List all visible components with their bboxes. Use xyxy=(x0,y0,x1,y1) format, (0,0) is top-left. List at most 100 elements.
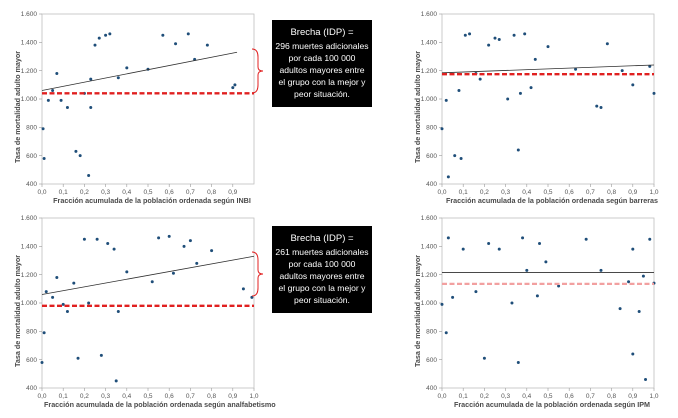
data-point xyxy=(46,98,50,102)
data-point xyxy=(641,274,645,278)
data-point xyxy=(461,247,465,251)
data-point xyxy=(205,43,209,47)
data-point xyxy=(114,379,118,383)
x-axis-title: Fracción acumulada de la población orden… xyxy=(445,196,659,205)
y-tick-label: 600 xyxy=(26,153,37,160)
data-point xyxy=(478,77,482,81)
plot-area xyxy=(441,13,655,185)
y-tick-label: 1.600 xyxy=(21,215,38,222)
data-point xyxy=(451,295,455,299)
data-point xyxy=(512,33,516,37)
y-tick-label: 800 xyxy=(426,125,437,132)
x-tick-label: 0,0 xyxy=(437,189,446,196)
x-tick-label: 1,0 xyxy=(649,393,658,400)
data-point xyxy=(106,242,110,245)
data-point xyxy=(474,290,478,294)
data-point xyxy=(125,270,129,274)
data-point xyxy=(631,352,635,356)
x-tick-label: 0,5 xyxy=(143,393,152,400)
x-tick-label: 0,3 xyxy=(101,393,110,400)
data-point xyxy=(618,307,622,311)
gap-bracket-bottom xyxy=(251,251,264,297)
data-point xyxy=(533,57,537,61)
y-tick-label: 800 xyxy=(426,329,437,336)
data-point xyxy=(487,43,491,47)
data-point xyxy=(546,45,550,49)
x-tick-label: 0,5 xyxy=(543,189,552,196)
data-point xyxy=(125,66,129,70)
data-point xyxy=(444,331,448,335)
data-point xyxy=(595,104,599,108)
data-point xyxy=(241,287,245,291)
x-tick-label: 0,7 xyxy=(586,189,595,196)
scatter-plot-inbi: 400 600 800 1.000 1.200 1.400 1.600 0,0 0,1 0,2 0,… xyxy=(21,11,255,196)
data-point xyxy=(648,237,652,241)
data-point xyxy=(482,356,486,360)
y-tick-label: 400 xyxy=(426,385,437,392)
data-point xyxy=(97,36,101,40)
data-point xyxy=(446,175,450,179)
data-point xyxy=(188,239,192,243)
data-point xyxy=(574,67,578,71)
x-tick-label: 0,1 xyxy=(59,393,68,400)
y-tick-label: 400 xyxy=(426,181,437,188)
callout-body: 261 muertes adicionales por cada 100 000… xyxy=(275,247,369,305)
x-tick-label: 0,6 xyxy=(165,393,174,400)
x-tick-label: 0,8 xyxy=(207,189,216,196)
data-point xyxy=(516,148,520,152)
data-point xyxy=(61,302,65,306)
x-tick-label: 1,0 xyxy=(249,393,258,400)
callout-title: Brecha (IDP) = xyxy=(290,233,354,244)
gap-bracket-top xyxy=(251,48,264,94)
data-point xyxy=(82,237,86,241)
data-point xyxy=(605,42,609,46)
x-tick-label: 0,9 xyxy=(228,393,237,400)
y-tick-label: 800 xyxy=(26,329,37,336)
data-point xyxy=(195,261,199,265)
x-tick-label: 0,2 xyxy=(480,189,489,196)
data-point xyxy=(518,91,522,95)
y-tick-label: 1.200 xyxy=(21,272,38,279)
data-point xyxy=(171,271,175,275)
data-point xyxy=(65,310,69,313)
data-point xyxy=(637,310,641,313)
trend-line xyxy=(41,51,238,91)
data-point xyxy=(167,234,171,238)
plot-area xyxy=(441,217,655,389)
x-tick-label: 0,2 xyxy=(480,393,489,400)
data-point xyxy=(174,42,178,46)
data-point xyxy=(51,89,55,92)
x-tick-label: 0,0 xyxy=(437,393,446,400)
data-point xyxy=(497,38,501,41)
data-point xyxy=(210,249,214,253)
y-tick-label: 800 xyxy=(26,125,37,132)
data-point xyxy=(250,295,254,299)
y-tick-label: 1.400 xyxy=(21,40,38,47)
data-point xyxy=(521,236,525,240)
trend-line xyxy=(441,64,655,74)
x-tick-label: 0,2 xyxy=(80,393,89,400)
x-axis-title: Fracción acumulada de la población orden… xyxy=(44,400,276,409)
data-point xyxy=(59,98,63,102)
y-tick-label: 1.600 xyxy=(421,11,438,18)
data-point xyxy=(116,310,120,313)
data-point xyxy=(108,32,112,36)
x-axis-title: Fracción acumulada de la población orden… xyxy=(53,196,251,205)
trend-line xyxy=(41,255,255,295)
x-tick-label: 0,4 xyxy=(122,189,131,196)
data-point xyxy=(506,97,510,101)
plot-area xyxy=(41,217,255,389)
y-tick-label: 1.000 xyxy=(21,300,38,307)
gap-callout-analfabetismo: Brecha (IDP) = 261 muertes adicionales p… xyxy=(272,226,372,313)
data-point xyxy=(42,157,46,160)
x-tick-label: 0,9 xyxy=(628,393,637,400)
gap-callout-inbi: Brecha (IDP) = 296 muertes adicionales p… xyxy=(272,20,372,107)
bracket-path xyxy=(251,48,264,94)
x-tick-label: 0,3 xyxy=(501,393,510,400)
data-point xyxy=(620,69,624,73)
data-point xyxy=(463,33,467,37)
y-tick-label: 1.400 xyxy=(421,244,438,251)
data-point xyxy=(186,32,190,36)
x-tick-label: 0,8 xyxy=(607,393,616,400)
x-tick-label: 0,5 xyxy=(543,393,552,400)
